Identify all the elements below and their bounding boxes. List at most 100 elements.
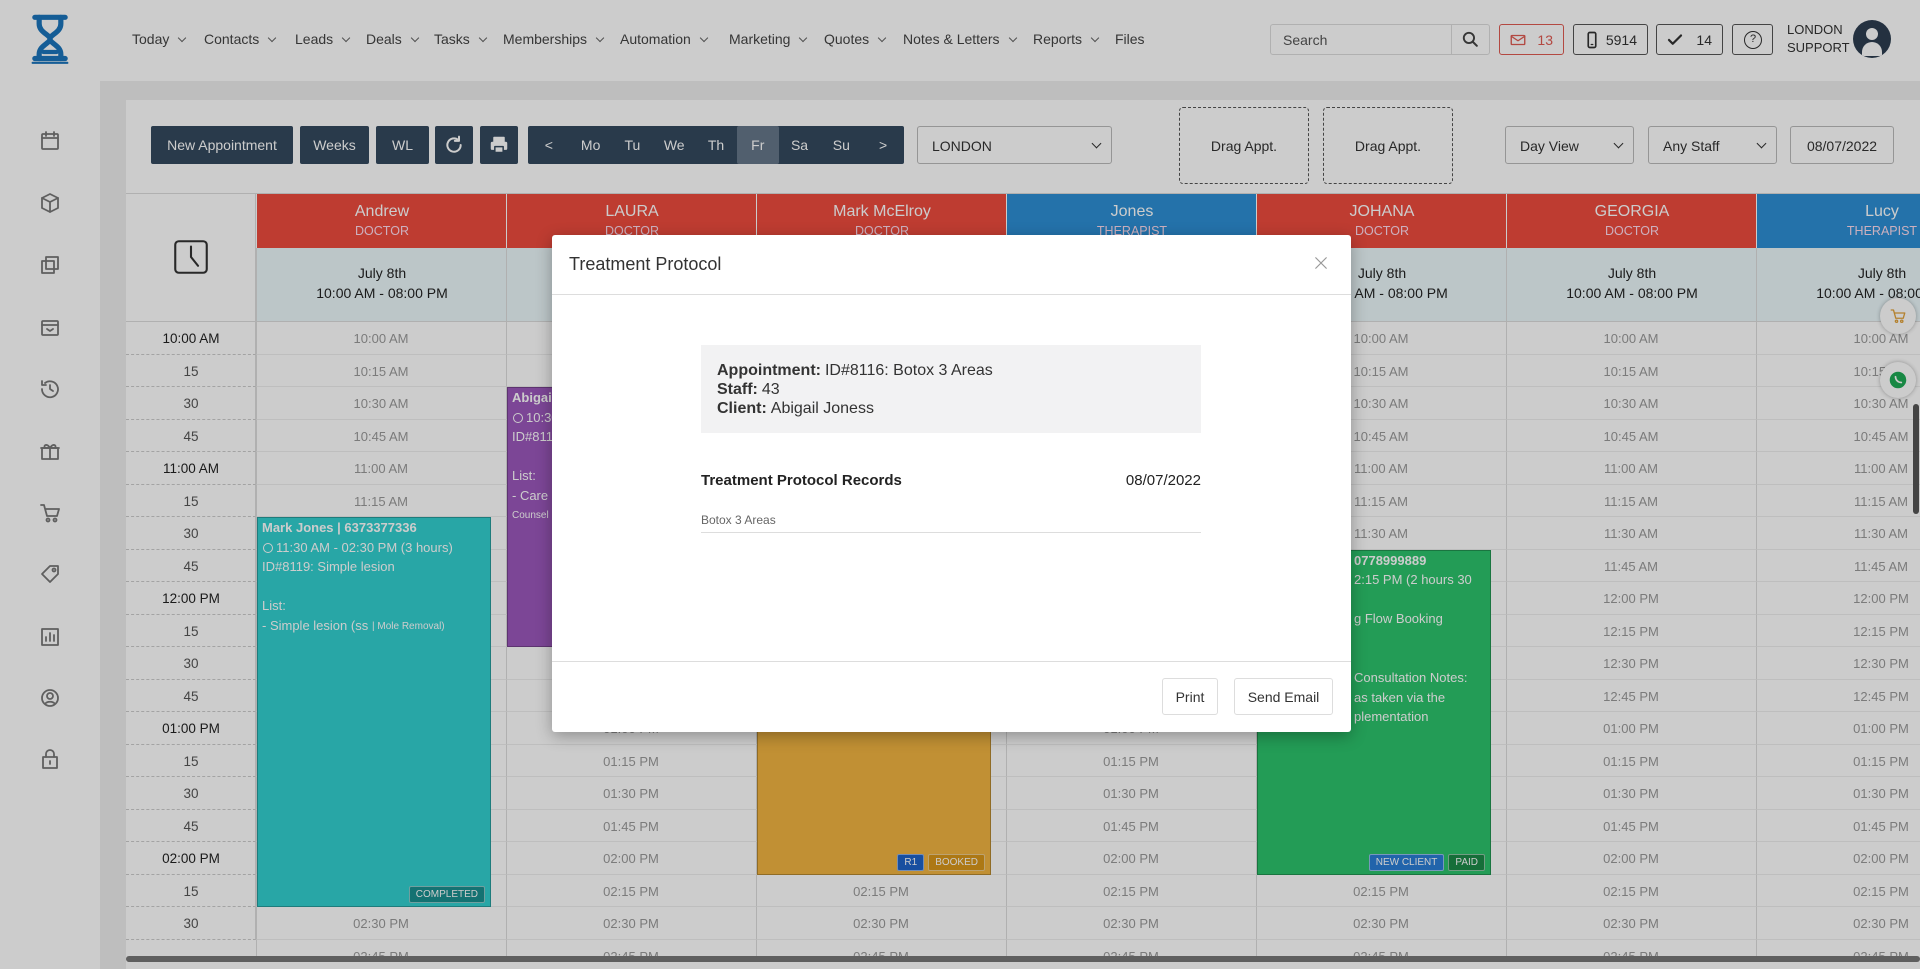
sidebar-icon[interactable] [38, 562, 62, 586]
day-next-button[interactable]: > [879, 137, 888, 153]
sidebar-icon[interactable] [38, 686, 62, 710]
time-slot[interactable] [256, 484, 506, 517]
time-slot[interactable] [256, 354, 506, 387]
sidebar-icon[interactable] [38, 129, 62, 153]
time-slot[interactable] [756, 907, 1006, 940]
appointment[interactable]: R1 BOOKED [757, 712, 991, 875]
time-slot[interactable] [1006, 777, 1256, 810]
time-slot[interactable] [506, 874, 756, 907]
sidebar-icon[interactable] [38, 191, 62, 215]
day-button[interactable]: We [663, 137, 685, 153]
time-slot[interactable] [1756, 907, 1920, 940]
nav-item[interactable]: Marketing [729, 31, 791, 47]
nav-item[interactable]: Deals [366, 31, 402, 47]
time-slot[interactable] [1256, 874, 1506, 907]
drag-appointment[interactable]: Drag Appt. [1179, 107, 1309, 184]
time-slot[interactable] [1756, 809, 1920, 842]
sidebar-icon[interactable] [38, 625, 62, 649]
time-slot[interactable] [1506, 874, 1756, 907]
nav-item[interactable]: Quotes [824, 31, 870, 47]
mail-badge[interactable]: 13 [1499, 24, 1564, 55]
time-slot[interactable] [506, 744, 756, 777]
location-select[interactable]: LONDON [917, 126, 1112, 164]
time-slot[interactable] [1756, 939, 1920, 956]
refresh-button[interactable] [435, 126, 473, 164]
time-slot[interactable] [1756, 354, 1920, 387]
user-avatar[interactable] [1853, 20, 1891, 58]
sidebar-icon[interactable] [38, 439, 62, 463]
time-slot[interactable] [1756, 484, 1920, 517]
drag-appointment[interactable]: Drag Appt. [1323, 107, 1453, 184]
wl-button[interactable]: WL [376, 126, 429, 164]
time-slot[interactable] [1256, 939, 1506, 956]
time-slot[interactable] [756, 874, 1006, 907]
time-slot[interactable] [1756, 842, 1920, 875]
time-slot[interactable] [1506, 809, 1756, 842]
time-slot[interactable] [1756, 452, 1920, 485]
time-slot[interactable] [1006, 939, 1256, 956]
time-slot[interactable] [1756, 419, 1920, 452]
time-slot[interactable] [1506, 387, 1756, 420]
time-slot[interactable] [1756, 744, 1920, 777]
nav-item[interactable]: Tasks [434, 31, 470, 47]
sidebar-icon[interactable] [38, 315, 62, 339]
send-email-button[interactable]: Send Email [1234, 678, 1333, 715]
time-slot[interactable] [1756, 647, 1920, 680]
search-box[interactable]: Search [1270, 24, 1490, 55]
time-slot[interactable] [1506, 744, 1756, 777]
time-slot[interactable] [1506, 907, 1756, 940]
time-slot[interactable] [506, 712, 756, 745]
day-button[interactable]: Sa [790, 137, 809, 153]
floating-cart-button[interactable] [1880, 298, 1916, 334]
time-slot[interactable] [1756, 712, 1920, 745]
time-slot[interactable] [256, 387, 506, 420]
time-slot[interactable] [1756, 614, 1920, 647]
nav-item[interactable]: Reports [1033, 31, 1083, 47]
time-slot[interactable] [1506, 777, 1756, 810]
new-appointment-button[interactable]: New Appointment [151, 126, 293, 164]
time-slot[interactable] [1256, 907, 1506, 940]
floating-whatsapp-button[interactable] [1880, 362, 1916, 398]
horizontal-scrollbar[interactable] [126, 956, 1920, 962]
staff-select[interactable]: Any Staff [1648, 126, 1777, 164]
nav-item[interactable]: Leads [295, 31, 334, 47]
time-slot[interactable] [1006, 809, 1256, 842]
time-slot[interactable] [1506, 647, 1756, 680]
time-slot[interactable] [1506, 582, 1756, 615]
task-badge[interactable]: 14 [1656, 24, 1723, 55]
vertical-scrollbar[interactable] [1913, 404, 1919, 514]
time-slot[interactable] [1756, 517, 1920, 550]
time-slot[interactable] [1506, 322, 1756, 355]
time-slot[interactable] [256, 907, 506, 940]
nav-item[interactable]: Today [132, 31, 170, 47]
time-slot[interactable] [1756, 777, 1920, 810]
sidebar-icon[interactable] [38, 748, 62, 772]
nav-item[interactable]: Memberships [503, 31, 588, 47]
time-slot[interactable] [1756, 549, 1920, 582]
time-slot[interactable] [506, 809, 756, 842]
time-slot[interactable] [256, 419, 506, 452]
print-button[interactable] [480, 126, 518, 164]
modal-close[interactable] [1312, 254, 1330, 272]
time-slot[interactable] [1506, 939, 1756, 956]
record-item[interactable]: Botox 3 Areas [701, 513, 776, 527]
nav-item[interactable]: Contacts [204, 31, 260, 47]
time-slot[interactable] [1006, 744, 1256, 777]
time-slot[interactable] [1756, 582, 1920, 615]
day-button[interactable]: Th [707, 137, 725, 153]
time-slot[interactable] [1506, 712, 1756, 745]
time-slot[interactable] [1756, 679, 1920, 712]
day-prev-button[interactable]: < [544, 137, 553, 153]
time-slot[interactable] [256, 452, 506, 485]
nav-item[interactable]: Files [1115, 31, 1145, 47]
sidebar-icon[interactable] [38, 501, 62, 525]
time-slot[interactable] [1756, 874, 1920, 907]
time-slot[interactable] [1006, 874, 1256, 907]
time-slot[interactable] [756, 939, 1006, 956]
sidebar-icon[interactable] [38, 253, 62, 277]
time-slot[interactable] [1506, 484, 1756, 517]
day-button[interactable]: Su [832, 137, 850, 153]
nav-item[interactable]: Notes & Letters [903, 31, 1000, 47]
day-button[interactable]: Tu [624, 137, 641, 153]
time-slot[interactable] [1506, 419, 1756, 452]
